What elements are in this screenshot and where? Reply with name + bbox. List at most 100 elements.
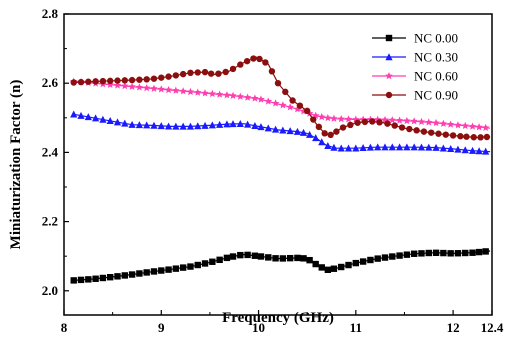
data-point xyxy=(303,107,311,115)
data-point xyxy=(165,266,172,273)
data-point xyxy=(293,127,302,135)
data-point xyxy=(136,76,143,83)
data-point xyxy=(435,130,442,137)
data-point xyxy=(321,130,328,137)
data-point xyxy=(113,81,122,89)
data-point xyxy=(324,266,332,274)
data-point xyxy=(447,250,454,257)
data-point xyxy=(135,121,143,129)
series-nc-0-30 xyxy=(70,110,491,155)
data-point xyxy=(345,261,352,269)
data-point xyxy=(244,120,252,128)
data-point xyxy=(389,253,396,260)
legend-label: NC 0.90 xyxy=(414,88,458,103)
data-point xyxy=(374,143,382,151)
data-point xyxy=(77,276,85,284)
data-point xyxy=(223,91,231,99)
data-point xyxy=(251,252,259,259)
data-point xyxy=(312,260,319,268)
axes-layer: 8 9 10 11 12 12.4 2.0 2.2 2.4 2.6 2.8 xyxy=(42,6,504,335)
data-point xyxy=(324,142,332,150)
data-point xyxy=(330,265,338,272)
data-point xyxy=(172,122,180,130)
data-point xyxy=(257,253,265,260)
data-point xyxy=(367,256,374,264)
data-point xyxy=(128,120,136,128)
x-tick-label: 12 xyxy=(447,320,460,335)
data-point xyxy=(150,121,158,129)
data-point xyxy=(114,273,121,280)
data-point xyxy=(388,143,396,151)
data-point xyxy=(164,85,173,94)
data-point xyxy=(179,122,187,130)
x-axis-label: Frequency (GHz) xyxy=(222,310,334,326)
data-point xyxy=(324,113,332,122)
data-point xyxy=(121,119,129,127)
data-point xyxy=(337,144,345,152)
data-point xyxy=(201,89,209,97)
data-point xyxy=(454,145,462,153)
data-point xyxy=(352,144,360,152)
data-point xyxy=(376,119,383,126)
data-point xyxy=(99,77,107,85)
data-point xyxy=(250,55,257,62)
data-point xyxy=(229,253,237,260)
data-point xyxy=(344,115,353,123)
data-point xyxy=(150,268,158,275)
data-point xyxy=(417,143,426,151)
data-point xyxy=(164,122,173,130)
data-point xyxy=(201,260,209,267)
data-point xyxy=(396,252,403,259)
data-point xyxy=(286,103,294,111)
data-point xyxy=(296,102,304,109)
data-point xyxy=(106,80,115,88)
legend-label: NC 0.00 xyxy=(414,31,458,46)
data-point xyxy=(70,277,77,284)
data-point xyxy=(244,251,251,259)
data-point xyxy=(381,254,389,261)
data-point xyxy=(223,254,231,262)
data-point xyxy=(391,122,398,129)
data-point xyxy=(359,258,367,265)
data-point xyxy=(229,120,237,128)
data-point xyxy=(92,275,99,282)
x-tick-label: 10 xyxy=(252,320,265,335)
data-point xyxy=(385,72,393,80)
data-point xyxy=(268,68,276,75)
data-point xyxy=(312,134,320,142)
legend-label: NC 0.30 xyxy=(414,50,458,65)
data-point xyxy=(417,117,426,126)
data-point xyxy=(194,122,202,130)
data-point xyxy=(385,91,393,99)
data-point xyxy=(143,269,150,276)
data-point xyxy=(424,118,433,126)
data-point xyxy=(179,70,187,78)
y-axis-label: Miniaturization Factor (n) xyxy=(8,80,24,250)
data-point xyxy=(165,73,172,80)
data-point xyxy=(186,122,195,130)
data-point xyxy=(406,125,413,133)
data-point xyxy=(265,254,272,261)
data-point xyxy=(216,256,223,264)
data-point xyxy=(262,59,269,66)
data-point xyxy=(463,133,470,140)
data-point xyxy=(385,53,393,61)
data-point xyxy=(369,118,376,125)
data-point xyxy=(475,123,483,131)
data-point xyxy=(306,130,314,138)
data-point xyxy=(366,143,375,151)
data-point xyxy=(432,143,440,151)
data-point xyxy=(264,97,273,105)
data-point xyxy=(236,119,244,127)
data-point xyxy=(410,250,418,257)
data-point xyxy=(318,264,325,271)
x-tick-label: 11 xyxy=(350,320,362,335)
data-point xyxy=(279,101,287,109)
data-point xyxy=(439,119,448,127)
data-point xyxy=(461,146,469,154)
data-point xyxy=(470,134,477,141)
data-point xyxy=(229,65,237,73)
data-point xyxy=(271,125,280,133)
data-point xyxy=(410,143,418,151)
data-point xyxy=(457,133,464,140)
